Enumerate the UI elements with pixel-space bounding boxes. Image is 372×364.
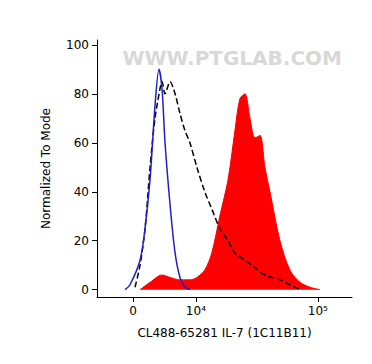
- svg-text:80: 80: [74, 87, 89, 101]
- svg-text:0: 0: [129, 304, 137, 318]
- svg-text:WWW.PTGLAB.COM: WWW.PTGLAB.COM: [122, 46, 342, 70]
- svg-text:20: 20: [74, 234, 89, 248]
- svg-text:10⁵: 10⁵: [308, 304, 328, 318]
- svg-text:100: 100: [66, 38, 89, 52]
- svg-text:40: 40: [74, 185, 89, 199]
- svg-text:60: 60: [74, 136, 89, 150]
- svg-text:0: 0: [81, 283, 89, 297]
- svg-text:10⁴: 10⁴: [186, 304, 206, 318]
- svg-text:Normalized To Mode: Normalized To Mode: [39, 108, 53, 229]
- svg-text:CL488-65281 IL-7 (1C11B11): CL488-65281 IL-7 (1C11B11): [137, 326, 311, 340]
